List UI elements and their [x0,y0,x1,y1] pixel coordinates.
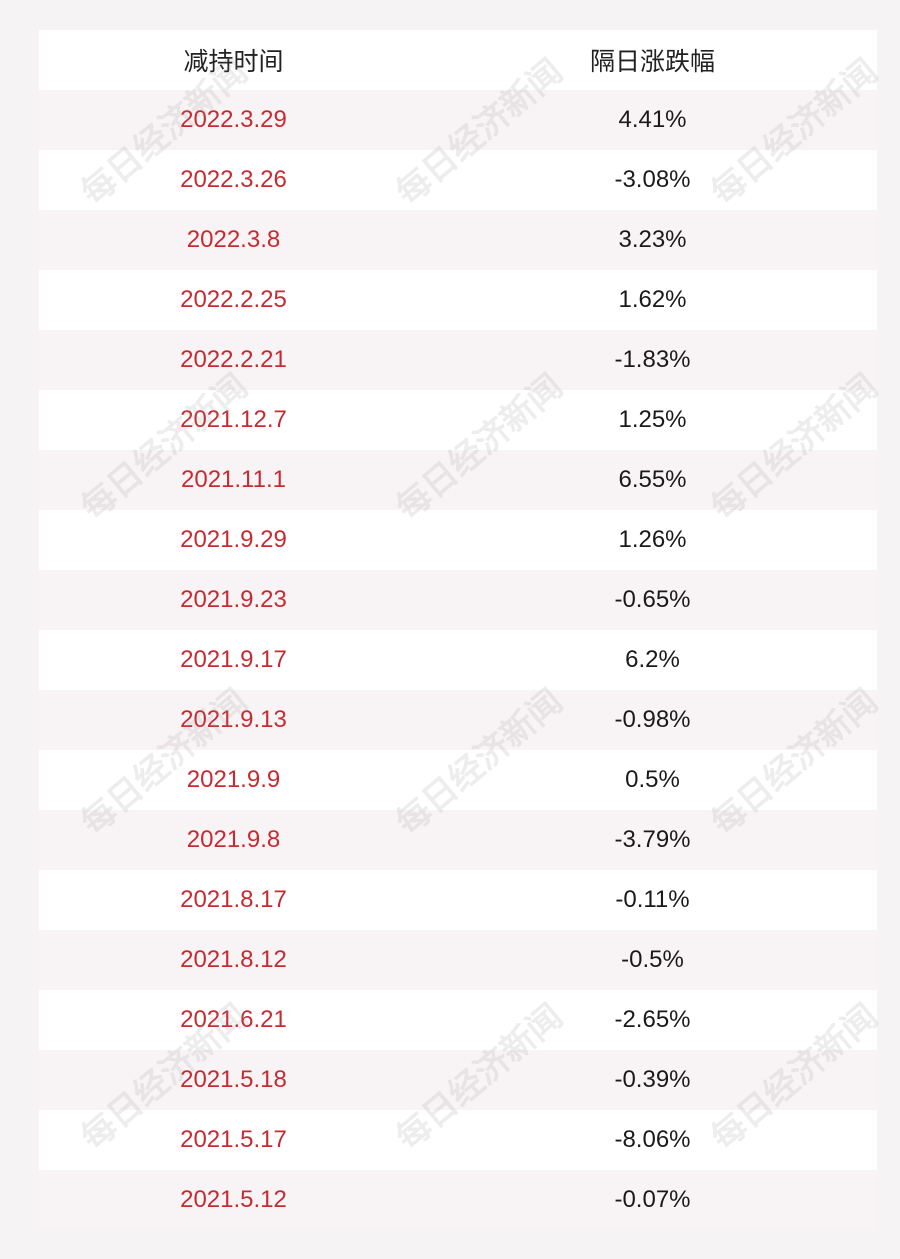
next-day-change: -0.65% [614,586,691,613]
table-row: 2022.3.29 4.41% [39,90,877,150]
reduction-date: 2021.5.12 [180,1186,287,1213]
next-day-change: 6.55% [618,466,687,493]
table-row: 2021.9.29 1.26% [39,510,877,570]
next-day-change: -2.65% [614,1006,691,1033]
reduction-date: 2021.9.13 [180,706,287,733]
reduction-date: 2022.3.29 [180,106,287,133]
next-day-change: -0.11% [615,886,690,913]
next-day-change: 4.41% [618,106,687,133]
table-row: 2021.9.8 -3.79% [39,810,877,870]
reduction-date: 2021.11.1 [181,466,286,493]
table-row: 2021.5.12 -0.07% [39,1170,877,1230]
next-day-change: 1.25% [618,406,687,433]
next-day-change: -1.83% [614,346,691,373]
table-header: 减持时间 隔日涨跌幅 [39,30,877,90]
next-day-change: -0.07% [614,1186,691,1213]
table-row: 2022.2.25 1.62% [39,270,877,330]
next-day-change: -3.79% [614,826,691,853]
table-row: 2021.8.12 -0.5% [39,930,877,990]
reduction-date: 2022.2.21 [180,346,287,373]
reduction-table: 减持时间 隔日涨跌幅 2022.3.29 4.41% 2022.3.26 -3.08%… [39,30,877,1230]
table-row: 2022.3.8 3.23% [39,210,877,270]
table-row: 2021.9.9 0.5% [39,750,877,810]
table-row: 2021.6.21 -2.65% [39,990,877,1050]
reduction-date: 2021.5.18 [180,1066,287,1093]
table-row: 2022.3.26 -3.08% [39,150,877,210]
reduction-date: 2021.9.23 [180,586,287,613]
next-day-change: 0.5% [625,766,680,793]
reduction-date: 2021.9.29 [180,526,287,553]
reduction-date: 2021.8.12 [180,946,287,973]
table-row: 2021.5.17 -8.06% [39,1110,877,1170]
table-row: 2021.9.17 6.2% [39,630,877,690]
next-day-change: 1.26% [618,526,687,553]
reduction-date: 2022.3.26 [180,166,287,193]
next-day-change: -0.39% [614,1066,691,1093]
next-day-change: 3.23% [618,226,687,253]
next-day-change: 1.62% [618,286,687,313]
reduction-date: 2021.8.17 [180,886,287,913]
reduction-date: 2021.9.17 [180,646,287,673]
reduction-date: 2022.2.25 [180,286,287,313]
table-row: 2022.2.21 -1.83% [39,330,877,390]
table-row: 2021.9.23 -0.65% [39,570,877,630]
reduction-date: 2021.5.17 [180,1126,287,1153]
reduction-date: 2021.6.21 [180,1006,287,1033]
next-day-change: 6.2% [625,646,680,673]
table-row: 2021.8.17 -0.11% [39,870,877,930]
reduction-date: 2021.12.7 [180,406,287,433]
table-row: 2021.9.13 -0.98% [39,690,877,750]
next-day-change: -0.5% [621,946,684,973]
header-date: 减持时间 [183,48,284,76]
reduction-date: 2021.9.9 [186,766,281,793]
reduction-date: 2021.9.8 [186,826,281,853]
table-row: 2021.11.1 6.55% [39,450,877,510]
reduction-date: 2022.3.8 [186,226,281,253]
table-row: 2021.12.7 1.25% [39,390,877,450]
next-day-change: -8.06% [614,1126,691,1153]
next-day-change: -0.98% [614,706,691,733]
table-row: 2021.5.18 -0.39% [39,1050,877,1110]
header-change: 隔日涨跌幅 [589,48,715,76]
next-day-change: -3.08% [614,166,691,193]
